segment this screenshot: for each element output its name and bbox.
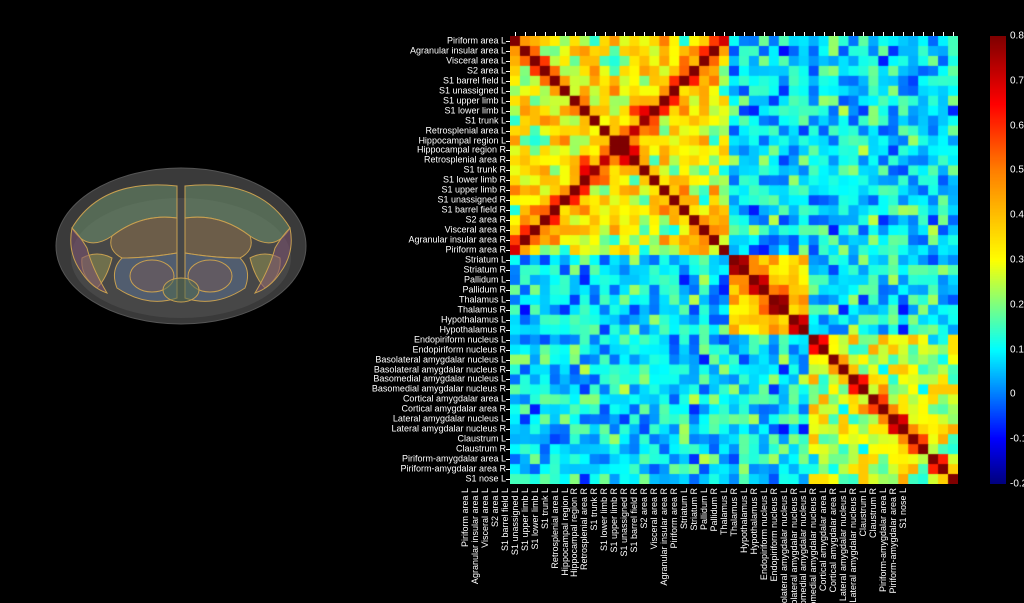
y-label: Basolateral amygdalar nucleus L [375, 355, 506, 364]
y-label: S1 lower limb L [444, 106, 506, 115]
y-label: Visceral area L [446, 56, 506, 65]
y-label: Hypothalamus R [439, 325, 506, 334]
y-label: Piriform area R [445, 246, 506, 255]
heatmap-canvas [510, 36, 958, 484]
y-label: Agranular insular area R [408, 236, 506, 245]
colorbar-tick-label: 0.1 [1010, 344, 1024, 355]
y-label: Piriform-amygdalar area L [402, 455, 506, 464]
y-label: S1 upper limb R [441, 186, 506, 195]
y-label: Piriform area L [447, 36, 506, 45]
y-label: Hypothalamus L [441, 315, 506, 324]
y-label: Claustrum L [457, 435, 506, 444]
colorbar-tick-label: 0.6 [1010, 120, 1024, 131]
y-label: Retrosplenial area L [425, 126, 506, 135]
y-label: Visceral area R [445, 226, 506, 235]
y-label: S2 area L [467, 66, 506, 75]
y-label: Endopiriform nucleus L [414, 335, 506, 344]
y-label: Lateral amygdalar nucleus R [391, 425, 506, 434]
y-label: Hippocampal region L [418, 136, 506, 145]
colorbar-tick-label: -0.2 [1010, 479, 1024, 490]
y-label: Thalamus L [459, 295, 506, 304]
y-label: S1 upper limb L [443, 96, 506, 105]
brain-atlas-image [52, 158, 310, 328]
colorbar-tick-label: 0.2 [1010, 299, 1024, 310]
y-label: Basomedial amygdalar nucleus R [372, 385, 506, 394]
y-label: Lateral amygdalar nucleus L [393, 415, 506, 424]
y-label: S2 area R [465, 216, 506, 225]
y-label: Pallidum L [464, 275, 506, 284]
y-label: Pallidum R [462, 285, 506, 294]
colorbar [990, 36, 1006, 484]
correlation-heatmap [510, 36, 958, 484]
y-label: Basomedial amygdalar nucleus L [373, 375, 506, 384]
y-label: Cortical amygdalar area R [401, 405, 506, 414]
y-label: Piriform-amygdalar area R [400, 465, 506, 474]
colorbar-tick-label: -0.1 [1010, 434, 1024, 445]
y-label: S1 trunk R [463, 166, 506, 175]
colorbar-tick-label: 0.7 [1010, 75, 1024, 86]
y-label: Basolateral amygdalar nucleus R [374, 365, 506, 374]
colorbar-tick-label: 0.8 [1010, 31, 1024, 42]
y-label: Thalamus R [457, 305, 506, 314]
brain-svg [52, 158, 310, 328]
y-label: S1 nose L [465, 475, 506, 484]
y-label: S1 trunk L [465, 116, 506, 125]
y-label: Cortical amygdalar area L [403, 395, 506, 404]
colorbar-tick-label: 0.4 [1010, 210, 1024, 221]
y-label: Claustrum R [456, 445, 506, 454]
heatmap-x-labels: Piriform area LAgranular insular area LV… [510, 488, 958, 598]
x-label: S1 nose L [898, 488, 1008, 529]
y-label: Hippocampal region R [417, 146, 506, 155]
y-label: Endopiriform nucleus R [412, 345, 506, 354]
heatmap-y-labels: Piriform area LAgranular insular area LV… [300, 36, 506, 484]
colorbar-canvas [990, 36, 1006, 484]
y-label: S1 unassigned R [437, 196, 506, 205]
y-label: Retrosplenial area R [424, 156, 506, 165]
colorbar-tick-label: 0.3 [1010, 255, 1024, 266]
y-label: Striatum L [465, 256, 506, 265]
y-label: S1 barrel field L [443, 76, 506, 85]
y-label: S1 lower limb R [443, 176, 506, 185]
y-label: Agranular insular area L [410, 46, 506, 55]
colorbar-tick-label: 0.5 [1010, 165, 1024, 176]
y-label: S1 unassigned L [439, 86, 506, 95]
y-label: Striatum R [463, 265, 506, 274]
y-label: S1 barrel field R [441, 206, 506, 215]
colorbar-tick-label: 0 [1010, 389, 1016, 400]
